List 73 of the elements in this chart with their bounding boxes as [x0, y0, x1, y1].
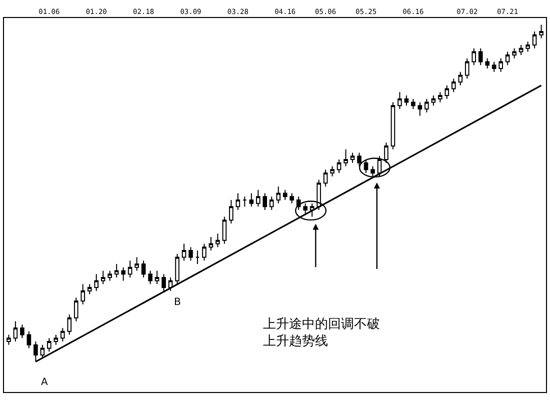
candlestick [182, 243, 186, 262]
candlestick [47, 338, 52, 352]
candlestick [276, 186, 281, 204]
text: A [41, 377, 48, 388]
candlestick [464, 58, 470, 80]
candlestick [451, 78, 456, 93]
candlestick [154, 270, 160, 285]
candlestick [202, 243, 206, 262]
candlestick [67, 314, 72, 336]
candlestick [344, 148, 348, 167]
candlestick [512, 48, 516, 59]
candlestick [350, 152, 355, 164]
candlestick [256, 189, 260, 208]
candlestick [94, 274, 99, 292]
candlestick [505, 51, 510, 66]
candlestick [438, 92, 442, 103]
candlestick [478, 48, 483, 66]
candlestick [6, 334, 11, 346]
candlestick [208, 236, 214, 251]
candlestick [162, 274, 166, 292]
candlestick [20, 324, 24, 339]
candlestick [290, 192, 294, 204]
candlestick [498, 58, 503, 72]
candlestick [80, 284, 86, 305]
candlestick [424, 98, 429, 113]
candlestick [141, 260, 146, 278]
candlestick [323, 169, 328, 187]
candlestick [411, 98, 416, 110]
candlestick [114, 263, 119, 278]
candlestick [532, 30, 537, 49]
candlestick [26, 330, 32, 349]
candlestick [100, 270, 106, 285]
candlestick [188, 246, 193, 262]
candlestick [249, 192, 254, 208]
candlestick [518, 44, 524, 56]
candlestick [492, 61, 496, 72]
candlestick [390, 102, 396, 150]
candlestick [404, 95, 409, 106]
candlestick [262, 192, 268, 211]
candlestick [431, 95, 436, 106]
annotation: 上升途中的回调不破 [263, 317, 380, 332]
candlestick [87, 284, 92, 295]
candlestick [485, 58, 490, 70]
candlestick [222, 216, 227, 244]
annotation: 上升趋势线 [263, 334, 328, 349]
candlestick [148, 270, 152, 285]
candlestick [336, 159, 342, 174]
candlestick [236, 192, 240, 211]
candlestick [269, 196, 274, 211]
candlestick [195, 250, 200, 264]
candlestick [229, 199, 234, 224]
candlestick [216, 233, 220, 248]
candlestick [54, 334, 58, 346]
candlestick [539, 24, 544, 39]
candlestick [526, 41, 530, 52]
candlestick [108, 270, 112, 282]
candlestick [13, 320, 18, 342]
candlestick [330, 166, 334, 177]
candlestick [121, 266, 126, 282]
candlestick [282, 189, 288, 200]
candlestick [444, 84, 450, 100]
candlestick [458, 71, 463, 86]
candlestick [128, 260, 132, 278]
candlestick [418, 102, 422, 116]
candlestick [242, 196, 247, 208]
candlestick [40, 344, 45, 359]
candlestick [74, 297, 78, 322]
candlestick [398, 92, 402, 110]
candlestick [472, 48, 476, 66]
annotation: B [174, 297, 181, 308]
candlestick [60, 327, 65, 342]
candlestick [175, 253, 180, 285]
candlestick [134, 256, 139, 272]
